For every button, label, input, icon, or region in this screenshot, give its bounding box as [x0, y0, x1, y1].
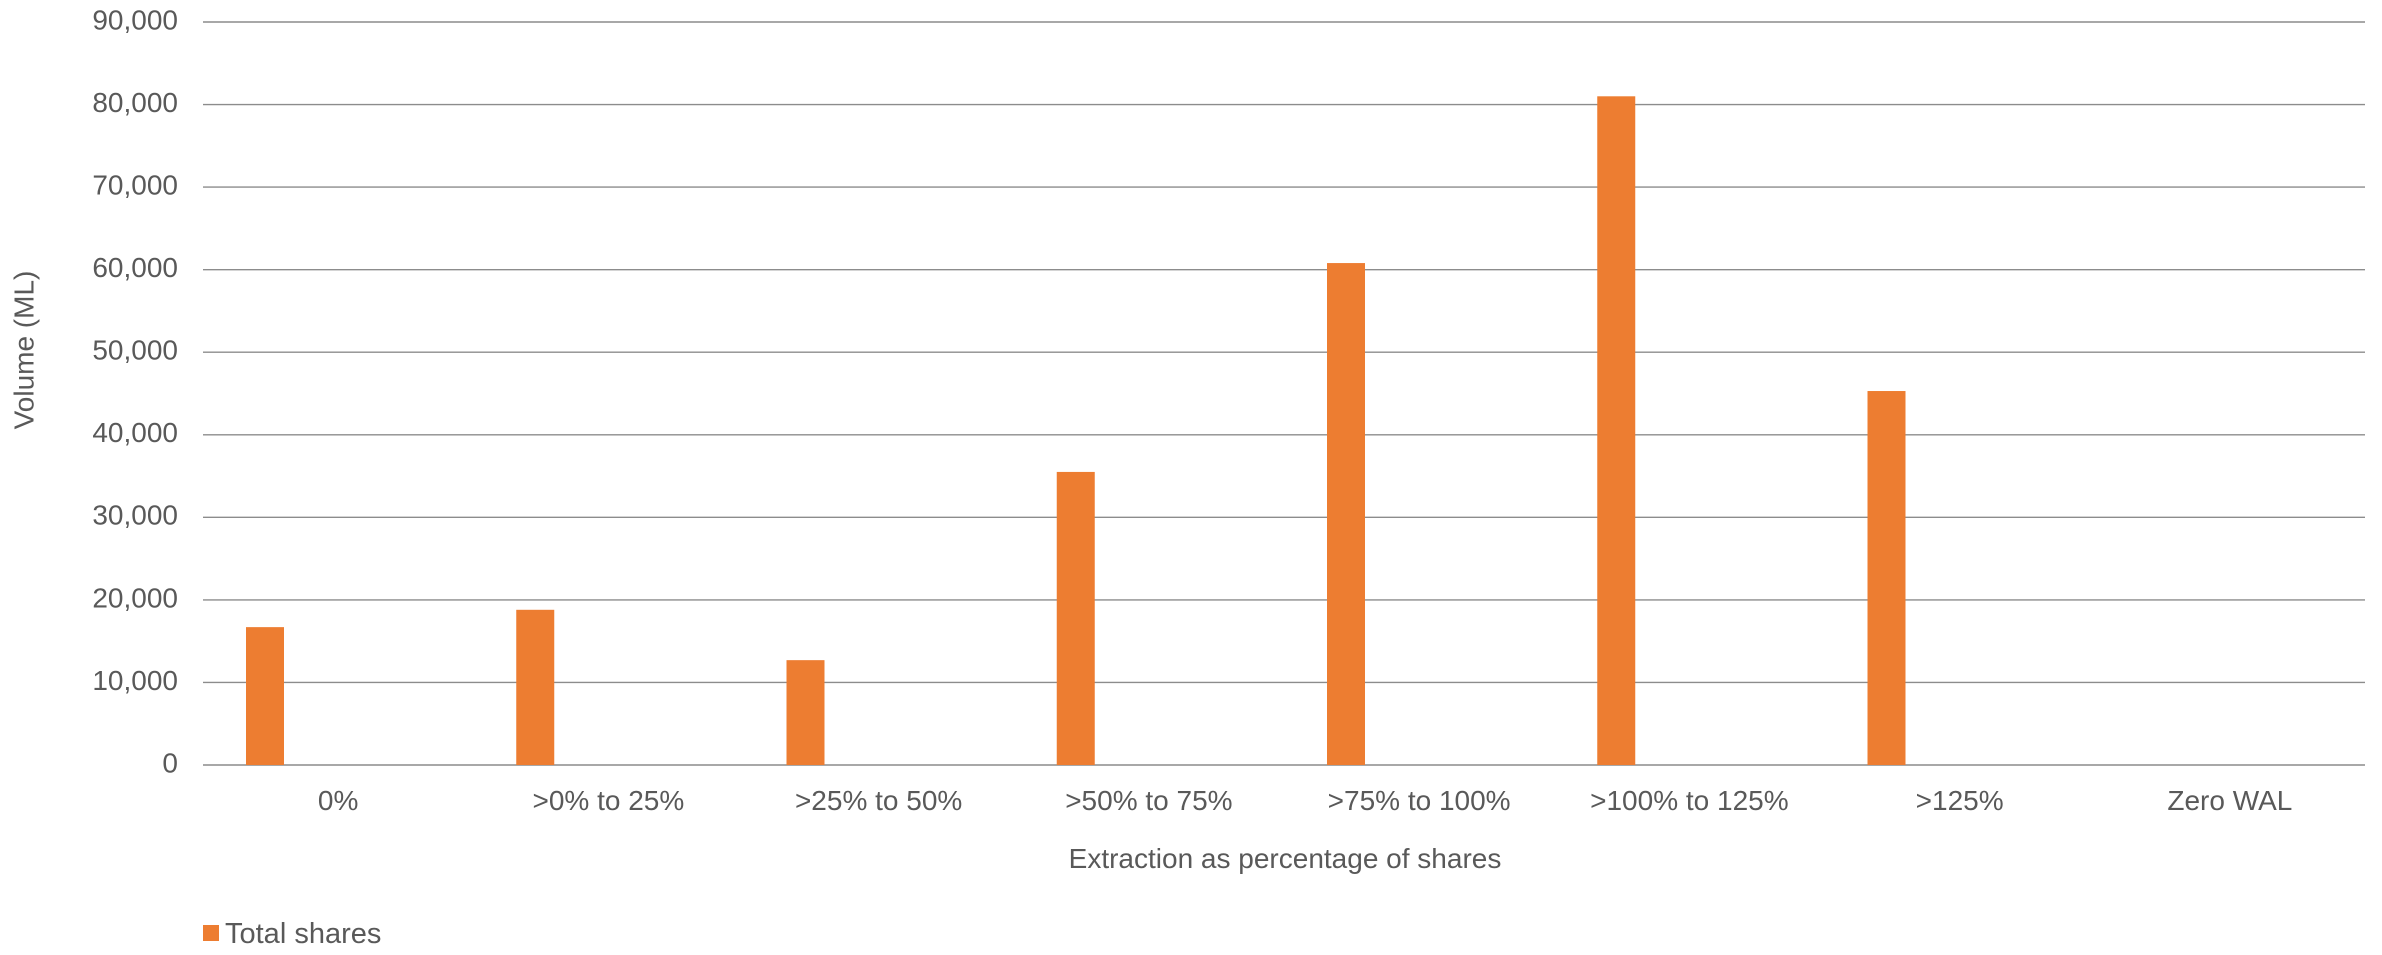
bar: [1597, 96, 1636, 766]
x-tick-label: Zero WAL: [2167, 785, 2292, 816]
y-axis-title: Volume (ML): [8, 271, 39, 430]
x-tick-label: >25% to 50%: [795, 785, 962, 816]
legend: Total shares: [203, 918, 381, 950]
legend-swatch: [203, 925, 219, 941]
y-axis-ticks: 0 10,000 20,000 30,000 40,000 50,000 60,000 70,…: [92, 4, 178, 778]
x-tick-label: >75% to 100%: [1328, 785, 1511, 816]
x-tick-label: >50% to 75%: [1065, 785, 1232, 816]
y-tick-label: 50,000: [92, 335, 178, 366]
y-tick-label: 60,000: [92, 252, 178, 283]
bar: [1867, 391, 1906, 765]
y-tick-label: 40,000: [92, 417, 178, 448]
y-tick-label: 20,000: [92, 582, 178, 613]
gridlines: [203, 21, 2365, 766]
bar: [1327, 263, 1365, 765]
bar: [246, 627, 284, 765]
x-tick-label: >100% to 125%: [1590, 785, 1789, 816]
bars: [246, 96, 1906, 766]
y-tick-label: 70,000: [92, 170, 178, 201]
y-tick-label: 90,000: [92, 4, 178, 35]
y-tick-label: 30,000: [92, 500, 178, 531]
x-tick-label: 0%: [318, 785, 358, 816]
x-tick-label: >0% to 25%: [532, 785, 684, 816]
y-tick-label: 10,000: [92, 665, 178, 696]
bar: [516, 609, 555, 765]
y-tick-label: 0: [162, 747, 178, 778]
bar: [1056, 471, 1095, 765]
bar: [786, 660, 825, 765]
x-axis-ticks: 0% >0% to 25% >25% to 50% >50% to 75% >75% t…: [318, 785, 2292, 816]
x-axis-title: Extraction as percentage of shares: [1069, 843, 1502, 874]
legend-label: Total shares: [225, 918, 381, 950]
x-tick-label: >125%: [1916, 785, 2004, 816]
y-tick-label: 80,000: [92, 87, 178, 118]
